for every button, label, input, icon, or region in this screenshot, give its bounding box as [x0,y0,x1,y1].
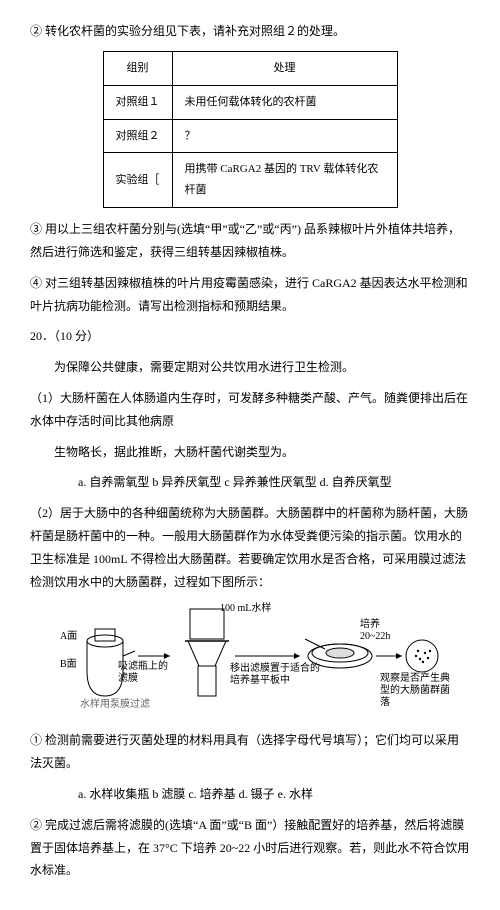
table-row: 对照组１ 未用任何载体转化的农杆菌 [103,85,397,119]
lbl-wash: 水样用泵膜过滤 [80,699,150,711]
q2-intro: ② 转化农杆菌的实验分组见下表，请补充对照组２的处理。 [30,20,470,43]
lbl-observe: 观察是否产生典型的大肠菌群菌落 [380,673,450,709]
q20-2-2: ② 完成过滤后需将滤膜的(选填“A 面”或“B 面”）接触配置好的培养基，然后将… [30,814,470,882]
q20-intro: 为保障公共健康，需要定期对公共饮用水进行卫生检测。 [30,356,470,379]
q20-2a: （2）居于大肠中的各种细菌统称为大肠菌群。大肠菌群中的杆菌称为肠杆菌，大肠杆菌是… [30,502,470,593]
q3-text: ③ 用以上三组农杆菌分别与(选填“甲”或“乙”或“丙”) 品系辣椒叶片外植体共培… [30,218,470,264]
lbl-suction: 吸滤瓶上的滤膜 [118,661,168,685]
cell-treat: 未用任何载体转化的农杆菌 [172,85,397,119]
cell-group: 对照组２ [103,119,172,153]
table-row: 对照组２ ？ [103,119,397,153]
q20-head: 20．（10 分） [30,325,470,348]
q20-2-1: ① 检测前需要进行灭菌处理的材料用具有（选择字母代号填写）；它们均可以采用法灭菌… [30,729,470,775]
lbl-move-membrane: 移出滤膜置于适合的培养基平板中 [230,663,320,687]
cell-group: 实验组［ [103,153,172,208]
lbl-incubate: 培养 20~22h [360,619,390,643]
q4-text: ④ 对三组转基因辣椒植株的叶片用疫霉菌感染，进行 CaRGA2 基因表达水平检测… [30,272,470,318]
cell-treat: ？ [172,119,397,153]
cell-treat: 用携带 CaRGA2 基因的 TRV 载体转化农杆菌 [172,153,397,208]
experiment-table: 组别 处理 对照组１ 未用任何载体转化的农杆菌 对照组２ ？ 实验组［ 用携带 … [103,51,398,208]
cell-group: 对照组１ [103,85,172,119]
q20-2-1-options: a. 水样收集瓶 b 滤膜 c. 培养基 d. 镊子 e. 水样 [30,783,470,806]
lbl-100ml: 100 mL水样 [220,603,271,615]
th-group: 组别 [103,51,172,85]
th-treat: 处理 [172,51,397,85]
lbl-b-face: B面 [60,659,77,671]
q20-1b: 生物略长，据此推断，大肠杆菌代谢类型为。 [30,441,470,464]
filtration-diagram: A面 B面 吸滤瓶上的滤膜 水样用泵膜过滤 100 mL水样 移出滤膜置于适合的… [50,601,450,721]
q20-1a: （1）大肠杆菌在人体肠道内生存时，可发酵多种糖类产酸、产气。随粪便排出后在水体中… [30,387,470,433]
lbl-a-face: A面 [60,631,77,643]
table-row: 实验组［ 用携带 CaRGA2 基因的 TRV 载体转化农杆菌 [103,153,397,208]
q20-1-options: a. 自养需氧型 b 异养厌氧型 c 异养兼性厌氧型 d. 自养厌氧型 [30,471,470,494]
